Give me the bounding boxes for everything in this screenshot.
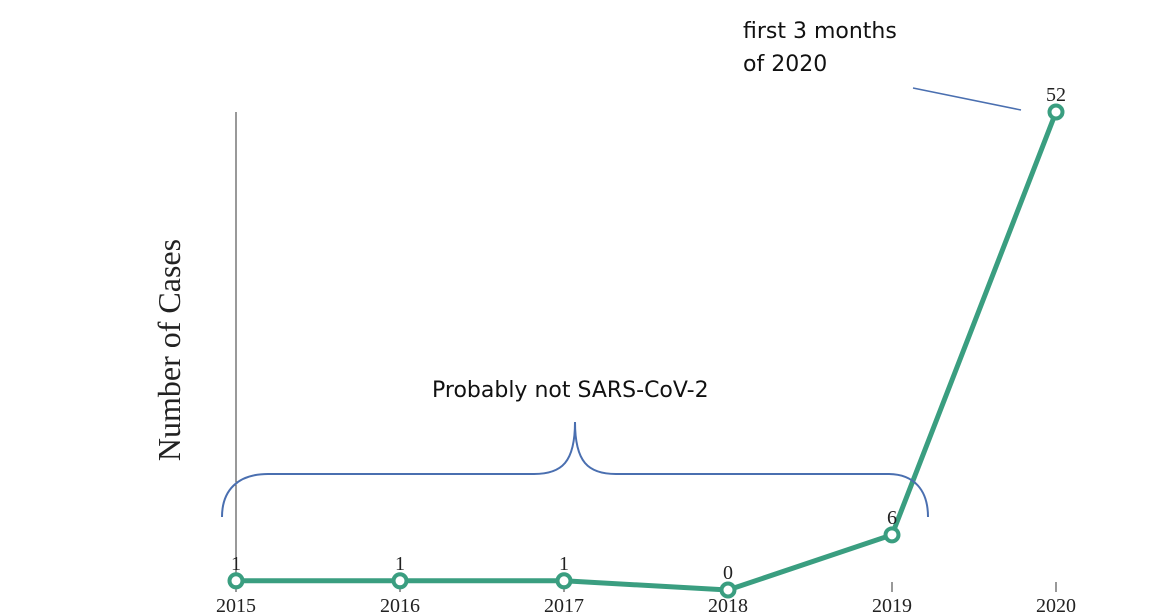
data-point-2020 — [1047, 103, 1065, 121]
series-line — [233, 109, 1059, 593]
data-label-2016: 1 — [395, 553, 405, 575]
data-point-2018 — [719, 581, 737, 599]
y-axis-label: Number of Cases — [151, 239, 187, 461]
data-point-2015 — [227, 572, 245, 590]
x-tick-label-2018: 2018 — [708, 595, 748, 613]
data-labels: 1 1 1 0 6 52 — [231, 84, 1066, 584]
data-label-2019: 6 — [887, 507, 897, 529]
x-tick-label-2016: 2016 — [380, 595, 420, 613]
callout-leader-line — [912, 87, 1022, 111]
x-tick-label-2020: 2020 — [1036, 595, 1076, 613]
curly-bracket — [221, 421, 929, 518]
bracket-annotation-text: Probably not SARS-CoV-2 — [432, 378, 709, 403]
series-points — [227, 103, 1065, 599]
data-label-2020: 52 — [1046, 84, 1066, 106]
callout-text-line-2: of 2020 — [743, 52, 827, 77]
data-point-2019 — [883, 526, 901, 544]
callout-text-line-1: first 3 months — [743, 19, 897, 44]
x-tick-label-2019: 2019 — [872, 595, 912, 613]
x-axis-tick-labels: 2015 2016 2017 2018 2019 2020 — [216, 595, 1076, 613]
x-tick-label-2015: 2015 — [216, 595, 256, 613]
data-label-2015: 1 — [231, 553, 241, 575]
x-tick-label-2017: 2017 — [544, 595, 584, 613]
data-point-2017 — [555, 572, 573, 590]
data-label-2017: 1 — [559, 553, 569, 575]
data-label-2018: 0 — [723, 562, 733, 584]
data-point-2016 — [391, 572, 409, 590]
